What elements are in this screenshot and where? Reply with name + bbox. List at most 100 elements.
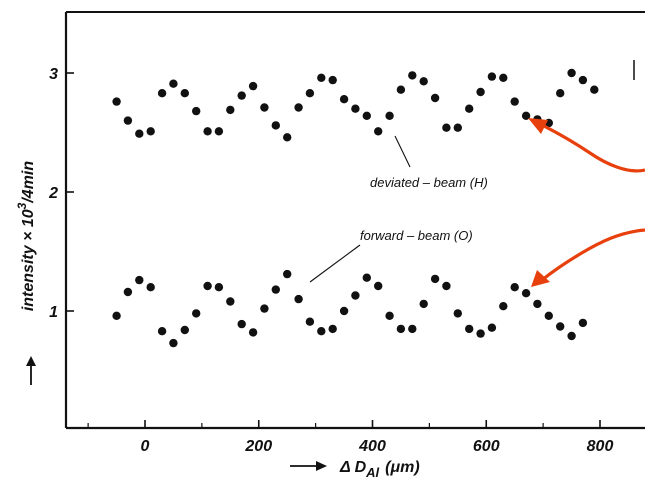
deviated-beam-point xyxy=(351,104,360,113)
deviated-beam-point xyxy=(362,111,371,121)
forward-beam-point xyxy=(157,327,167,336)
x-axis-label-unit: (μm) xyxy=(385,459,420,476)
deviated-beam-point xyxy=(271,121,280,130)
forward-beam-point xyxy=(453,309,462,318)
deviated-beam-point xyxy=(487,72,497,81)
y-tick-label: 3 xyxy=(49,66,58,83)
data-points xyxy=(112,68,599,348)
forward-beam-point xyxy=(271,285,280,294)
deviated-beam-label-text: deviated – beam (H) xyxy=(370,175,488,190)
forward-beam-point xyxy=(317,327,326,336)
deviated-beam-point xyxy=(396,85,406,94)
svg-text:intensity × 103/4min: intensity × 103/4min xyxy=(15,161,37,312)
forward-beam-point xyxy=(419,299,428,309)
forward-beam-point xyxy=(396,324,406,334)
deviated-beam-point xyxy=(260,103,269,112)
deviated-beam-point xyxy=(556,89,565,98)
deviated-beam-point xyxy=(214,127,224,136)
x-tick-label: 800 xyxy=(587,438,614,455)
deviated-beam-point xyxy=(408,71,417,80)
deviated-beam-point xyxy=(385,111,394,121)
deviated-beam-point xyxy=(294,103,303,112)
forward-beam-point xyxy=(192,309,201,318)
forward-beam-point xyxy=(180,325,189,335)
x-tick-label: 0 xyxy=(141,438,150,455)
deviated-beam-point xyxy=(237,91,246,100)
deviated-beam-label: deviated – beam (H) xyxy=(370,175,488,190)
deviated-beam-point xyxy=(169,79,178,88)
forward-beam-point xyxy=(328,324,337,334)
deviated-beam-point xyxy=(567,68,576,78)
forward-beam-point xyxy=(294,294,303,304)
x-axis-label: Δ D xyxy=(339,459,367,476)
deviated-beam-point xyxy=(123,116,133,125)
forward-beam-point xyxy=(567,331,576,341)
deviated-beam-point xyxy=(499,73,508,83)
y-tick-label: 1 xyxy=(49,304,58,321)
deviated-beam-point xyxy=(430,93,440,103)
deviated-beam-point xyxy=(317,73,326,83)
forward-beam-point xyxy=(135,275,144,285)
x-axis-arrow xyxy=(290,461,327,471)
forward-beam-point xyxy=(248,328,258,337)
deviated-beam-point xyxy=(146,127,155,136)
forward-beam-point xyxy=(237,319,246,329)
deviated-beam-point xyxy=(248,81,258,91)
forward-beam-point xyxy=(465,324,474,334)
forward-beam-point xyxy=(146,283,155,292)
deviated-beam-point xyxy=(192,106,201,116)
forward-beam-point xyxy=(362,273,371,282)
y-axis-label: intensity × 10 xyxy=(20,209,37,311)
deviated-beam-point xyxy=(374,127,383,136)
forward-beam-point xyxy=(339,306,349,316)
forward-beam-point xyxy=(476,329,485,338)
y-tick-label: 2 xyxy=(48,185,58,202)
forward-beam-label-text: forward – beam (O) xyxy=(360,228,473,243)
forward-beam-point xyxy=(544,311,553,320)
arrow-to-forward-beam xyxy=(531,228,645,287)
x-axis-title: Δ DAl (μm) xyxy=(339,459,420,480)
deviated-beam-point xyxy=(476,87,485,97)
forward-beam-label: forward – beam (O) xyxy=(360,228,473,243)
forward-beam-point xyxy=(374,281,383,291)
deviated-beam-point xyxy=(226,105,235,115)
deviated-beam-point xyxy=(419,77,428,86)
deviated-beam-point xyxy=(305,89,315,98)
forward-beam-point xyxy=(408,324,417,334)
deviated-beam-point xyxy=(510,97,519,106)
forward-beam-point xyxy=(510,283,519,292)
forward-beam-point xyxy=(169,338,178,348)
forward-beam-point xyxy=(556,322,565,331)
y-axis-label-superscript: 3 xyxy=(15,202,29,209)
deviated-beam-point xyxy=(203,127,212,136)
deviated-beam-point xyxy=(328,75,337,85)
x-tick-label: 200 xyxy=(244,438,272,455)
forward-beam-point xyxy=(226,297,235,306)
x-axis-label-subscript: Al xyxy=(365,465,379,480)
deviated-beam-point xyxy=(135,129,144,138)
deviated-beam-point xyxy=(180,89,189,98)
forward-beam-point xyxy=(283,269,292,279)
deviated-beam-point xyxy=(283,133,292,142)
forward-beam-leader xyxy=(309,244,361,283)
x-tick-label: 400 xyxy=(358,438,386,455)
deviated-beam-point xyxy=(453,123,462,132)
forward-beam-point xyxy=(351,291,360,300)
forward-beam-point xyxy=(533,299,542,309)
forward-beam-point xyxy=(214,283,224,292)
deviated-beam-point xyxy=(339,95,349,104)
forward-beam-point xyxy=(123,287,133,297)
deviated-beam-point xyxy=(590,85,599,94)
forward-beam-point xyxy=(305,317,315,326)
deviated-beam-point xyxy=(442,123,451,132)
deviated-beam-point xyxy=(157,89,167,98)
axis-ticks xyxy=(66,72,601,428)
deviated-beam-leader xyxy=(394,135,411,168)
forward-beam-point xyxy=(578,318,588,328)
forward-beam-point xyxy=(487,323,497,332)
forward-beam-point xyxy=(112,311,121,320)
arrow-to-deviated-beam xyxy=(528,118,645,173)
y-axis-title: intensity × 103/4min xyxy=(15,161,37,312)
deviated-beam-point xyxy=(578,75,588,85)
axis-tick-labels: 0 200 400 600 800 1 2 3 xyxy=(48,66,613,455)
